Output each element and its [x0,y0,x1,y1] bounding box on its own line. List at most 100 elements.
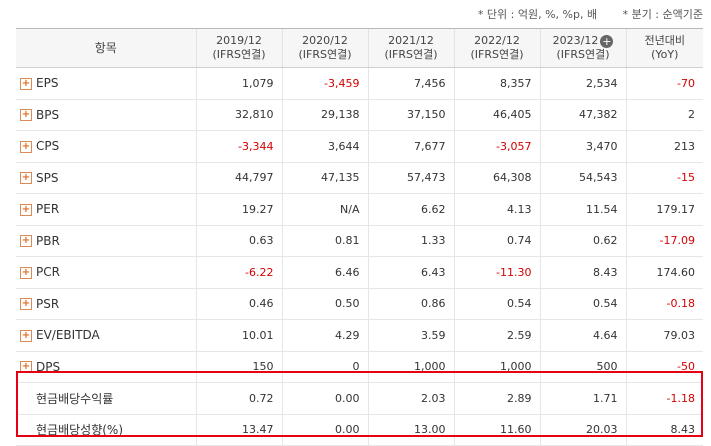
table-row: + PCR -6.22 6.46 6.43 -11.30 8.43 174.60 [16,256,703,289]
header-yoy-line2: (YoY) [651,48,679,61]
value-cell: 4.13 [453,193,540,226]
header-basis: (IFRS연결) [384,48,438,61]
expand-plus-icon[interactable]: + [20,361,32,374]
row-label: DPS [36,359,61,374]
units-note: * 단위 : 억원, %, %p, 배 * 분기 : 순액기준 [456,6,703,22]
value-cell: 4.29 [281,319,368,352]
header-year: 2023/12 [552,34,599,47]
table-row: + PER 19.27 N/A 6.62 4.13 11.54 179.17 [16,193,703,226]
value-cell: 4.64 [539,319,626,352]
row-label-cell[interactable]: + EV/EBITDA [16,319,196,352]
yoy-cell: -50 [625,351,703,383]
value-cell: 54,543 [539,162,626,194]
yoy-cell: -1.18 [625,382,703,415]
value-cell: N/A [281,193,368,226]
header-year: 2019/12 [216,34,262,47]
value-cell: 0.50 [281,288,368,320]
expand-plus-icon[interactable]: + [20,329,32,342]
header-yoy: 전년대비 (YoY) [625,28,703,68]
table-row: + EV/EBITDA 10.01 4.29 3.59 2.59 4.64 79.03 [16,319,703,352]
value-cell: -3,344 [195,130,282,163]
unit-note: * 단위 : 억원, %, %p, 배 [477,8,598,21]
row-label-cell: 현금배당수익률 [16,382,196,415]
value-cell: 3,644 [281,130,368,163]
yoy-cell: -15 [625,162,703,194]
value-cell: 0.74 [453,225,540,257]
table-row: + EPS 1,079 -3,459 7,456 8,357 2,534 -70 [16,67,703,100]
value-cell: 0.62 [539,225,626,257]
value-cell: 46,405 [453,99,540,131]
table-row: + SPS 44,797 47,135 57,473 64,308 54,543 -15 [16,162,703,194]
row-label: EPS [36,76,59,91]
expand-plus-icon[interactable]: + [20,77,32,90]
value-cell: 1,000 [453,351,540,383]
table-row: 현금배당수익률 0.72 0.00 2.03 2.89 1.71 -1.18 [16,382,703,415]
yoy-cell: -17.09 [625,225,703,257]
value-cell: 6.46 [281,256,368,289]
value-cell: 1.71 [539,382,626,415]
row-label-cell[interactable]: + CPS [16,130,196,163]
row-label-cell[interactable]: + PER [16,193,196,226]
header-col-1: 2020/12 (IFRS연결) [281,28,368,68]
value-cell: 0.63 [195,225,282,257]
header-basis: (IFRS연결) [470,48,524,61]
yoy-cell: 79.03 [625,319,703,352]
value-cell: 1,000 [367,351,454,383]
period-note: * 분기 : 순액기준 [622,8,703,21]
expand-plus-icon[interactable]: + [20,109,32,122]
expand-plus-icon[interactable]: + [20,298,32,311]
value-cell: 2.59 [453,319,540,352]
value-cell: 0.72 [195,382,282,415]
value-cell: 44,797 [195,162,282,194]
row-label: 현금배당수익률 [36,391,114,406]
value-cell: 64,308 [453,162,540,194]
table-row: + DPS 150 0 1,000 1,000 500 -50 [16,351,703,383]
expand-plus-icon[interactable]: + [20,140,32,153]
yoy-cell: 174.60 [625,256,703,289]
header-year: 2020/12 [302,34,348,47]
table-row: + CPS -3,344 3,644 7,677 -3,057 3,470 213 [16,130,703,163]
value-cell: 57,473 [367,162,454,194]
value-cell: 47,382 [539,99,626,131]
expand-plus-icon[interactable]: + [20,235,32,248]
yoy-cell: 2 [625,99,703,131]
header-col-3: 2022/12 (IFRS연결) [453,28,540,68]
header-basis: (IFRS연결) [212,48,266,61]
value-cell: -11.30 [453,256,540,289]
header-year-wrap: 2023/12 + [541,34,626,48]
table-row: + BPS 32,810 29,138 37,150 46,405 47,382 2 [16,99,703,131]
row-label: PSR [36,296,60,311]
row-label: EV/EBITDA [36,328,100,343]
value-cell: 1.33 [367,225,454,257]
row-label-cell[interactable]: + DPS [16,351,196,383]
plus-circle-icon[interactable]: + [600,34,614,48]
header-col-2: 2021/12 (IFRS연결) [367,28,454,68]
value-cell: 0.00 [281,382,368,415]
value-cell: 19.27 [195,193,282,226]
row-label: PER [36,202,60,217]
row-label-cell[interactable]: + PBR [16,225,196,257]
value-cell: 0.86 [367,288,454,320]
header-basis: (IFRS연결) [298,48,352,61]
value-cell: 1,079 [195,67,282,100]
row-label-cell[interactable]: + BPS [16,99,196,131]
header-col-4: 2023/12 + (IFRS연결) [539,28,626,68]
expand-plus-icon[interactable]: + [20,266,32,279]
value-cell: 37,150 [367,99,454,131]
expand-plus-icon[interactable]: + [20,172,32,185]
yoy-cell: -70 [625,67,703,100]
value-cell: 3,470 [539,130,626,163]
row-label: CPS [36,139,60,154]
row-label-cell[interactable]: + PCR [16,256,196,289]
value-cell: 7,456 [367,67,454,100]
table-body: + EPS 1,079 -3,459 7,456 8,357 2,534 -70 + BPS 32,… [16,67,703,446]
row-label-cell[interactable]: + SPS [16,162,196,194]
value-cell: 0.81 [281,225,368,257]
expand-plus-icon[interactable]: + [20,203,32,216]
row-label-cell[interactable]: + PSR [16,288,196,320]
header-item: 항목 [16,28,196,68]
value-cell: 500 [539,351,626,383]
value-cell: 0.54 [539,288,626,320]
value-cell: 6.43 [367,256,454,289]
row-label-cell[interactable]: + EPS [16,67,196,100]
